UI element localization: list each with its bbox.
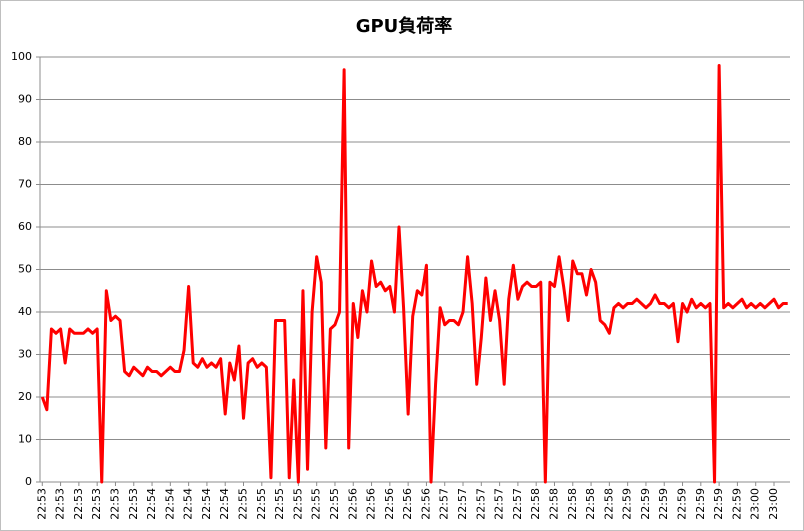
x-tick-label: 22:55 [328,488,341,520]
chart-title: GPU負荷率 [356,15,453,37]
y-tick-label: 90 [18,93,32,106]
x-tick-label: 22:58 [584,488,597,520]
x-tick-label: 22:59 [694,488,707,520]
x-tick-label: 23:00 [749,488,762,520]
x-tick-label: 22:59 [657,488,670,520]
x-tick-label: 22:57 [456,488,469,520]
y-tick-label: 100 [11,50,32,63]
y-tick-label: 80 [18,135,32,148]
x-tick-label: 22:57 [511,488,524,520]
x-tick-label: 22:56 [365,488,378,520]
x-tick-label: 22:53 [54,488,67,520]
x-tick-label: 22:53 [90,488,103,520]
x-tick-label: 22:54 [182,488,195,520]
y-tick-label: 20 [18,390,32,403]
x-tick-label: 22:57 [438,488,451,520]
data-line [40,64,788,484]
x-tick-label: 22:53 [72,488,85,520]
y-tick-label: 30 [18,348,32,361]
x-tick-label: 22:55 [273,488,286,520]
x-tick-label: 22:55 [237,488,250,520]
x-tick-label: 22:54 [200,488,213,520]
x-tick-label: 22:58 [529,488,542,520]
y-tick-label: 70 [18,178,32,191]
y-tick-label: 60 [18,220,32,233]
x-tick-label: 22:59 [676,488,689,520]
x-tick-label: 22:54 [145,488,158,520]
x-tick-label: 22:56 [401,488,414,520]
x-tick-label: 22:54 [218,488,231,520]
x-tick-label: 22:56 [383,488,396,520]
x-tick-label: 22:57 [493,488,506,520]
y-tick-label: 50 [18,263,32,276]
x-tick-label: 22:59 [639,488,652,520]
x-tick-label: 22:59 [712,488,725,520]
x-tick-label: 22:53 [108,488,121,520]
y-tick-label: 40 [18,305,32,318]
x-tick-label: 22:55 [310,488,323,520]
x-tick-label: 22:56 [346,488,359,520]
x-tick-label: 22:58 [602,488,615,520]
x-tick-label: 22:58 [547,488,560,520]
x-tick-label: 22:54 [163,488,176,520]
x-tick-label: 22:57 [474,488,487,520]
x-tick-label: 22:56 [419,488,432,520]
x-tick-label: 22:59 [730,488,743,520]
x-tick-label: 22:59 [621,488,634,520]
x-tick-label: 22:53 [127,488,140,520]
x-tick-label: 22:55 [291,488,304,520]
y-tick-label: 10 [18,433,32,446]
x-tick-label: 22:53 [35,488,48,520]
y-tick-label: 0 [25,475,32,488]
x-tick-label: 23:00 [767,488,780,520]
x-tick-label: 22:58 [566,488,579,520]
x-tick-label: 22:55 [255,488,268,520]
